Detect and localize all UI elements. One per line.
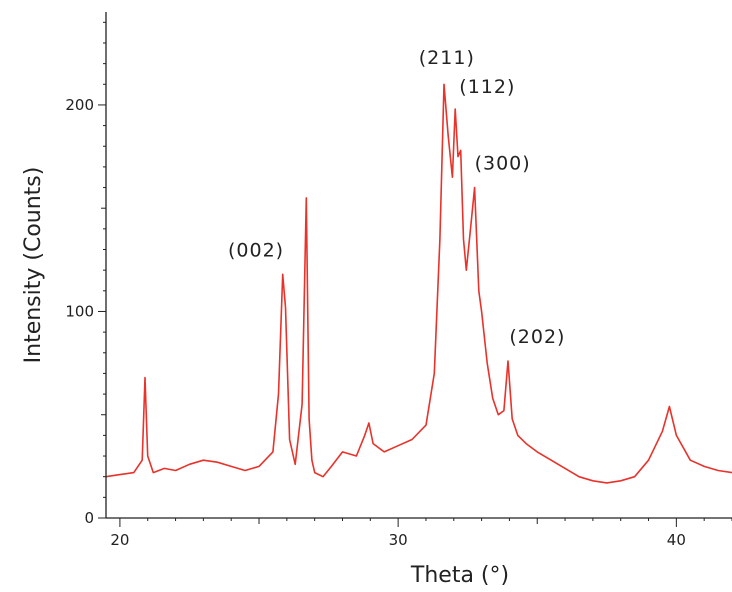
plot-area <box>105 83 732 484</box>
y-tick-label: 200 <box>65 96 94 114</box>
peak-label: (002) <box>228 239 284 261</box>
x-tick-label: 40 <box>667 531 686 549</box>
intensity-series-line <box>105 83 732 484</box>
x-tick-label: 30 <box>389 531 408 549</box>
peak-label: (112) <box>459 76 515 98</box>
y-tick-label: 100 <box>65 302 94 320</box>
peak-label: (300) <box>475 152 531 174</box>
ticks: 20 30 40 0 100 200 <box>65 21 732 549</box>
y-axis-title: Intensity (Counts) <box>21 167 46 364</box>
y-tick-label: 0 <box>84 509 94 527</box>
peak-labels: (002) (211) (112) (300) (202) <box>228 47 565 348</box>
x-axis-title: Theta (°) <box>410 563 509 588</box>
peak-label: (202) <box>509 326 565 348</box>
axes <box>105 12 732 519</box>
x-tick-label: 20 <box>110 531 129 549</box>
peak-label: (211) <box>419 47 475 69</box>
